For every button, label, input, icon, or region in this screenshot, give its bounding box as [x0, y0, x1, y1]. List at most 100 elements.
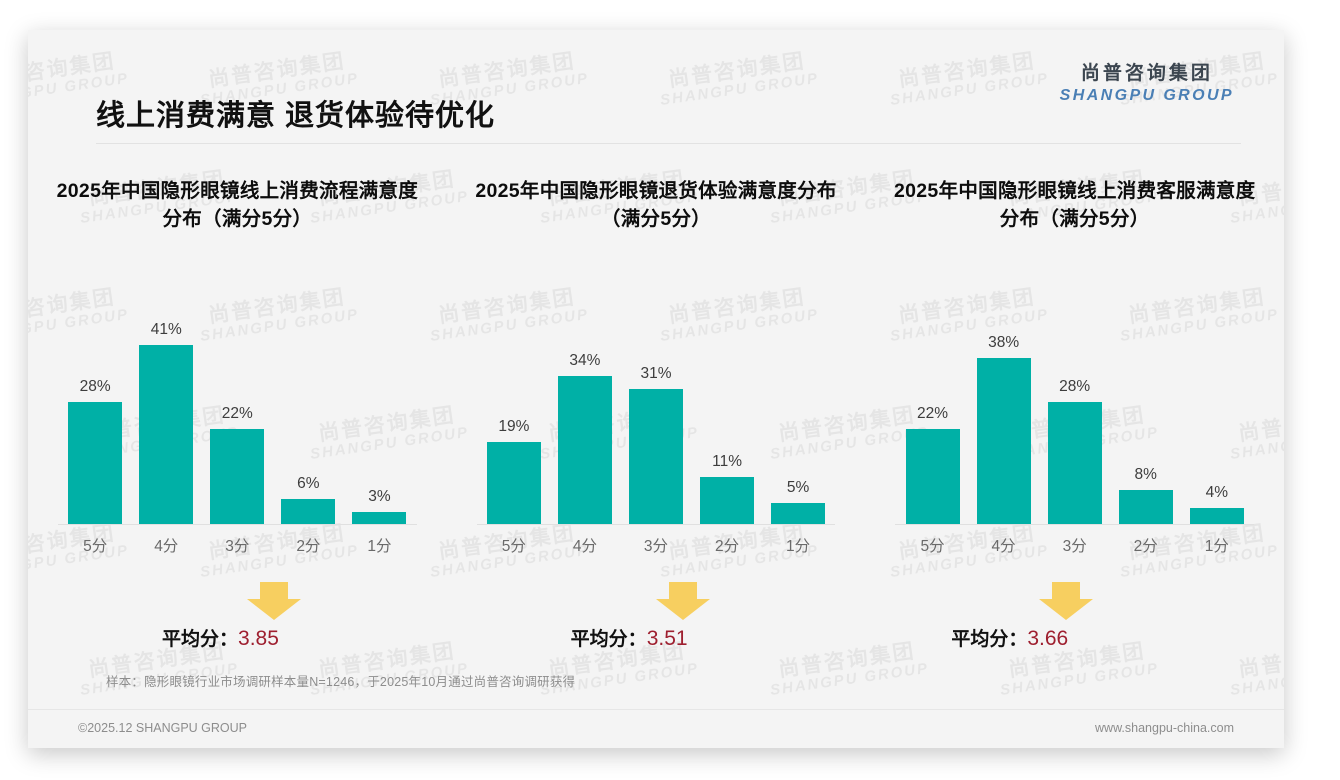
average-annotation: 平均分：3.66 [879, 582, 1270, 668]
chart-title: 2025年中国隐形眼镜线上消费流程满意度分布（满分5分） [56, 180, 419, 230]
x-axis-tick-label: 4分 [991, 538, 1016, 556]
chart-title: 2025年中国隐形眼镜线上消费客服满意度分布（满分5分） [893, 180, 1256, 230]
logo-chinese-text: 尚普咨询集团 [1080, 63, 1213, 84]
average-score-text: 平均分：3.85 [162, 624, 279, 651]
bar-value-label: 28% [79, 378, 111, 396]
arrow-head [1039, 599, 1094, 621]
bar-item[interactable]: 38% [972, 295, 1034, 526]
bar-value-label: 41% [150, 320, 182, 338]
arrow-shaft [668, 582, 697, 601]
bar-value-label: 38% [988, 334, 1020, 352]
x-axis-tick-label: 3分 [643, 538, 669, 556]
down-arrow-icon [655, 582, 710, 621]
bar-rect[interactable] [976, 358, 1031, 526]
average-score-value: 3.51 [646, 627, 688, 651]
company-logo: 尚普咨询集团 SHANGPU GROUP [1060, 62, 1234, 105]
bar-value-label: 5% [786, 479, 810, 497]
average-annotation: 平均分：3.85 [42, 582, 433, 668]
chart-panel-2: 2025年中国隐形眼镜退货体验满意度分布（满分5分） 19% 34% 31% 11% 5%… [447, 160, 866, 680]
bar-rect[interactable] [68, 402, 123, 526]
bar-item[interactable]: 5% [767, 295, 829, 526]
slide-footer: ©2025.12 SHANGPU GROUP www.shangpu-china… [28, 709, 1284, 748]
bar-item[interactable]: 28% [1043, 295, 1105, 526]
slide-card: 尚普咨询集团 SHANGPU GROUP 尚普咨询集团 SHANGPU GROUP 尚普… [28, 30, 1284, 748]
bar-item[interactable]: 28% [64, 295, 126, 526]
bar-rect[interactable] [210, 428, 265, 526]
bar-value-label: 19% [498, 417, 530, 435]
bar-item[interactable]: 31% [625, 295, 687, 526]
bar-value-label: 3% [368, 488, 391, 506]
bar-value-label: 6% [297, 474, 320, 492]
page-title: 线上消费满意 退货体验待优化 [96, 100, 496, 132]
bar-rect[interactable] [139, 344, 194, 526]
bar-rect[interactable] [628, 388, 683, 526]
logo-english-text: SHANGPU GROUP [1059, 86, 1234, 104]
arrow-head [655, 599, 710, 621]
x-axis-tick-label: 1分 [1204, 538, 1229, 556]
bar-value-label: 4% [1205, 483, 1228, 501]
average-score-text: 平均分：3.66 [951, 624, 1068, 651]
x-axis-tick-label: 2分 [296, 538, 321, 556]
bar-item[interactable]: 11% [696, 295, 758, 526]
bar-item[interactable]: 34% [554, 295, 616, 526]
x-axis-labels: 5分 4分 3分 2分 1分 [901, 534, 1248, 556]
x-axis-tick-label: 2分 [1133, 538, 1158, 556]
average-score-label: 平均分： [570, 629, 647, 651]
bar-value-label: 8% [1134, 466, 1157, 484]
average-score-label: 平均分： [951, 629, 1028, 651]
bar-rect[interactable] [352, 512, 407, 526]
bar-rect[interactable] [771, 503, 826, 526]
bar-item[interactable]: 4% [1186, 295, 1248, 526]
bar-item[interactable]: 19% [483, 295, 545, 526]
slide-header: 线上消费满意 退货体验待优化 尚普咨询集团 SHANGPU GROUP [28, 30, 1284, 132]
x-axis-tick-label: 3分 [1062, 538, 1087, 556]
x-axis-tick-label: 5分 [83, 538, 108, 556]
bar-rect[interactable] [905, 428, 960, 526]
bar-item[interactable]: 6% [277, 295, 339, 526]
bar-rect[interactable] [281, 498, 336, 526]
bar-item[interactable]: 8% [1115, 295, 1177, 526]
down-arrow-icon [247, 582, 301, 621]
bar-rect[interactable] [1118, 490, 1173, 526]
chart-panel-1: 2025年中国隐形眼镜线上消费流程满意度分布（满分5分） 28% 41% 22% 6% 3… [28, 160, 447, 680]
bar-rect[interactable] [486, 441, 541, 526]
average-annotation: 平均分：3.51 [461, 582, 852, 668]
x-axis-tick-label: 5分 [501, 538, 526, 556]
chart-plot-area: 19% 34% 31% 11% 5% [476, 295, 836, 526]
x-axis-tick-label: 2分 [714, 538, 740, 556]
x-axis-labels: 5分 4分 3分 2分 1分 [483, 534, 830, 556]
x-axis-tick-label: 5分 [920, 538, 945, 556]
x-axis-labels: 5分 4分 3分 2分 1分 [64, 534, 411, 556]
chart-plot-area: 22% 38% 28% 8% 4% [895, 295, 1255, 526]
bar-value-label: 34% [569, 351, 601, 369]
bar-item[interactable]: 41% [135, 295, 197, 526]
bar-item[interactable]: 22% [206, 295, 268, 526]
x-axis-tick-label: 1分 [367, 538, 392, 556]
x-axis-tick-label: 1分 [786, 538, 811, 556]
chart-plot-area: 28% 41% 22% 6% 3% [58, 295, 417, 526]
bar-rect[interactable] [700, 476, 755, 526]
arrow-head [247, 599, 301, 621]
bar-group: 22% 38% 28% 8% 4% [901, 295, 1248, 526]
bar-value-label: 31% [640, 364, 672, 382]
bar-rect[interactable] [1047, 402, 1102, 526]
bar-value-label: 11% [712, 452, 742, 470]
footer-copyright: ©2025.12 SHANGPU GROUP [78, 721, 247, 735]
chart-title: 2025年中国隐形眼镜退货体验满意度分布（满分5分） [475, 180, 837, 230]
header-divider [96, 143, 1241, 144]
bar-rect[interactable] [557, 375, 612, 526]
average-score-value: 3.85 [238, 627, 279, 651]
bar-group: 28% 41% 22% 6% 3% [64, 295, 411, 526]
bar-rect[interactable] [1189, 507, 1244, 526]
bar-value-label: 22% [221, 404, 253, 422]
sample-footnote: 样本：隐形眼镜行业市场调研样本量N=1246，于2025年10月通过尚普咨询调研… [106, 675, 576, 689]
down-arrow-icon [1039, 582, 1094, 621]
bar-group: 19% 34% 31% 11% 5% [483, 295, 830, 526]
bar-item[interactable]: 3% [348, 295, 410, 526]
bar-item[interactable]: 22% [901, 295, 963, 526]
average-score-value: 3.66 [1027, 627, 1069, 651]
bar-value-label: 28% [1059, 378, 1091, 396]
charts-row: 2025年中国隐形眼镜线上消费流程满意度分布（满分5分） 28% 41% 22% 6% 3… [28, 160, 1284, 680]
average-score-label: 平均分： [162, 629, 239, 651]
footer-website[interactable]: www.shangpu-china.com [1095, 721, 1234, 735]
